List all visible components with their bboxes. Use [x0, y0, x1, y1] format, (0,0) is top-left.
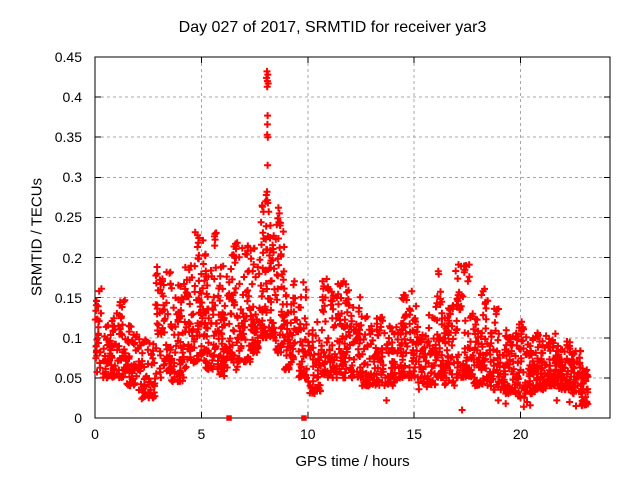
y-tick-label: 0.15	[54, 289, 82, 306]
x-tick-label: 15	[406, 426, 422, 442]
x-tick-label: 10	[300, 426, 316, 442]
zero-square-marker	[226, 415, 232, 421]
zero-square-marker	[301, 415, 307, 421]
x-axis-label: GPS time / hours	[295, 453, 410, 470]
y-tick-label: 0.45	[54, 49, 82, 65]
y-tick-label: 0.3	[62, 169, 82, 186]
y-tick-label: 0.05	[54, 369, 82, 386]
y-tick-label: 0.35	[54, 129, 82, 146]
x-tick-label: 5	[197, 426, 206, 442]
y-tick-label: 0.2	[62, 249, 82, 266]
scatter-points	[91, 67, 592, 414]
y-tick-label: 0.1	[62, 329, 82, 346]
y-tick-label: 0.25	[54, 209, 82, 226]
x-tick-label: 20	[512, 426, 529, 442]
y-tick-label: 0	[74, 410, 82, 426]
x-tick-label: 0	[91, 426, 99, 442]
chart-title: Day 027 of 2017, SRMTID for receiver yar…	[178, 19, 487, 36]
y-tick-label: 0.4	[62, 89, 82, 106]
